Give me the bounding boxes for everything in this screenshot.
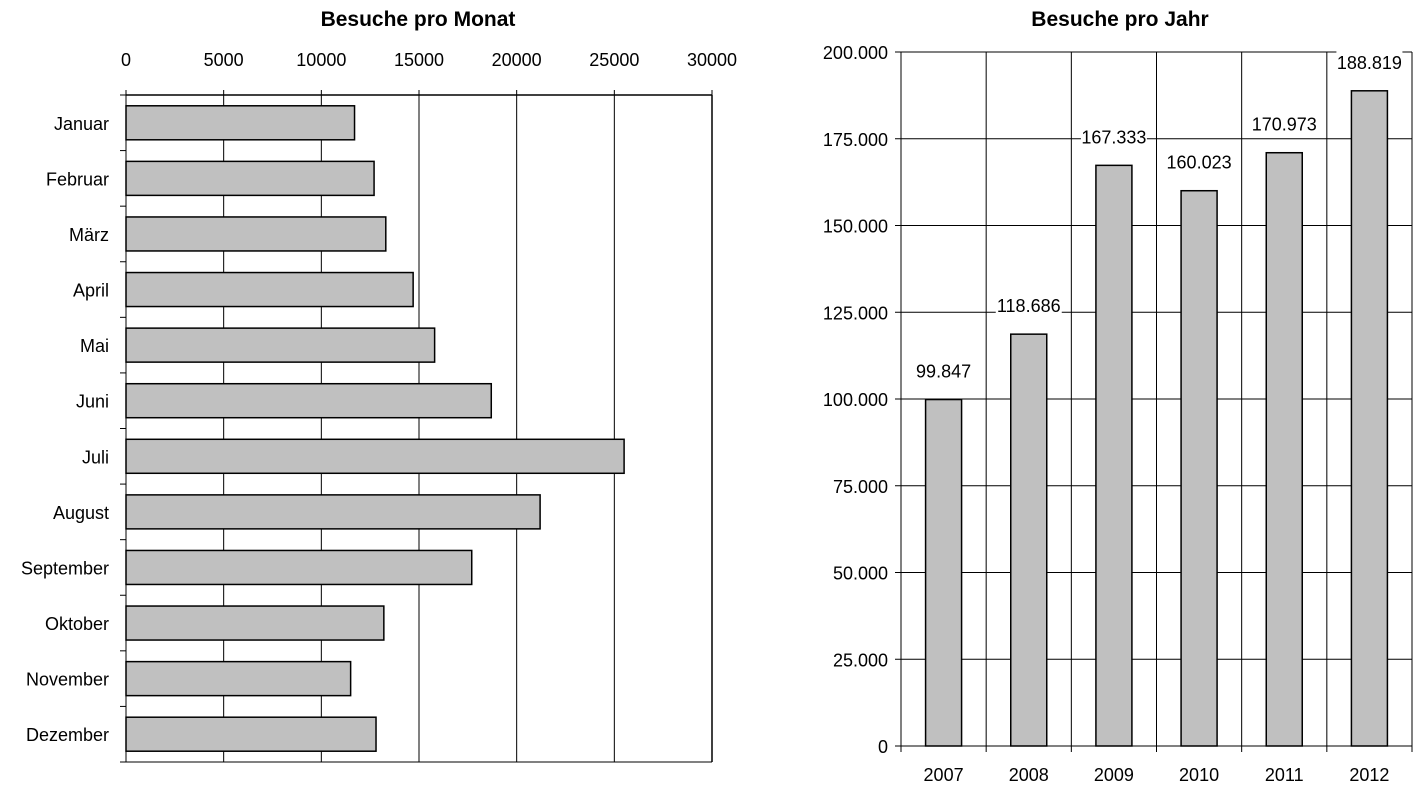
- bar: [1350, 90, 1389, 747]
- bar: [125, 382, 493, 419]
- x-tick-label: 25000: [589, 50, 639, 70]
- data-label-background: [1166, 148, 1233, 175]
- y-tick-label: November: [26, 670, 109, 690]
- chart-besuche-pro-monat: Besuche pro Monat 0 5000 10000 15000 20000 25…: [21, 8, 737, 763]
- bar: [1180, 189, 1218, 747]
- y-tick-label: August: [53, 503, 109, 523]
- data-label-background: [995, 292, 1062, 319]
- y-tick-label: Januar: [54, 114, 109, 134]
- bar: [125, 160, 375, 197]
- chart-title: Besuche pro Monat: [321, 8, 516, 31]
- y-tick-label: Oktober: [45, 614, 109, 634]
- y-tick-label: Februar: [46, 169, 109, 189]
- x-tick-label: 2011: [1265, 765, 1304, 785]
- data-label: 118.686: [997, 296, 1061, 316]
- y-tick-label: Mai: [80, 336, 109, 356]
- x-tick-label: 30000: [687, 50, 737, 70]
- bar: [125, 605, 385, 641]
- bar: [125, 549, 473, 586]
- bar: [924, 398, 963, 747]
- x-tick-label: 2008: [1009, 765, 1049, 785]
- x-tick-label: 2007: [924, 765, 964, 785]
- bar: [1265, 151, 1303, 747]
- x-tick-label: 15000: [394, 50, 444, 70]
- data-label-background: [1080, 123, 1147, 150]
- data-label-background: [1336, 48, 1403, 75]
- x-tick-label: 2009: [1094, 765, 1134, 785]
- y-tick-label: Dezember: [26, 725, 109, 745]
- y-tick-label: Juni: [76, 392, 109, 412]
- bar: [125, 438, 625, 475]
- bar: [125, 216, 387, 252]
- y-tick-label: 125.000: [823, 303, 888, 323]
- bar: [1095, 164, 1133, 747]
- y-tick-label: März: [69, 225, 109, 245]
- x-tick-label: 0: [121, 50, 131, 70]
- x-tick-label: 2010: [1179, 765, 1219, 785]
- x-tick-label: 10000: [296, 50, 346, 70]
- y-tick-label: September: [21, 558, 109, 578]
- x-tick-label: 2012: [1349, 765, 1389, 785]
- chart-title: Besuche pro Jahr: [1031, 8, 1208, 31]
- y-tick-label: 75.000: [833, 477, 888, 497]
- y-tick-label: 200.000: [823, 43, 888, 63]
- chart-besuche-pro-jahr: Besuche pro Jahr 0 25.000 50.000 75.000 100.…: [823, 8, 1413, 785]
- data-label-background: [910, 357, 977, 384]
- y-tick-label: 25.000: [833, 650, 888, 670]
- y-tick-label: 50.000: [833, 564, 888, 584]
- bar: [125, 271, 414, 308]
- y-tick-label: 150.000: [823, 217, 888, 237]
- x-tick-label: 20000: [492, 50, 542, 70]
- data-label: 170.973: [1252, 115, 1317, 135]
- bar: [125, 660, 352, 697]
- y-tick-label: Juli: [82, 447, 109, 467]
- bar: [125, 494, 541, 530]
- data-label: 167.333: [1081, 127, 1146, 147]
- y-tick-label: 100.000: [823, 390, 888, 410]
- y-tick-label: April: [73, 281, 109, 301]
- bar: [125, 105, 356, 141]
- bar: [125, 327, 436, 363]
- bar: [125, 716, 377, 752]
- data-label: 99.847: [916, 362, 971, 382]
- y-tick-label: 0: [878, 737, 888, 757]
- data-label: 188.819: [1337, 53, 1402, 73]
- x-tick-label: 5000: [204, 50, 244, 70]
- bar: [1010, 333, 1048, 747]
- data-label-background: [1251, 110, 1318, 137]
- data-label: 160.023: [1167, 153, 1232, 173]
- y-tick-label: 175.000: [823, 130, 888, 150]
